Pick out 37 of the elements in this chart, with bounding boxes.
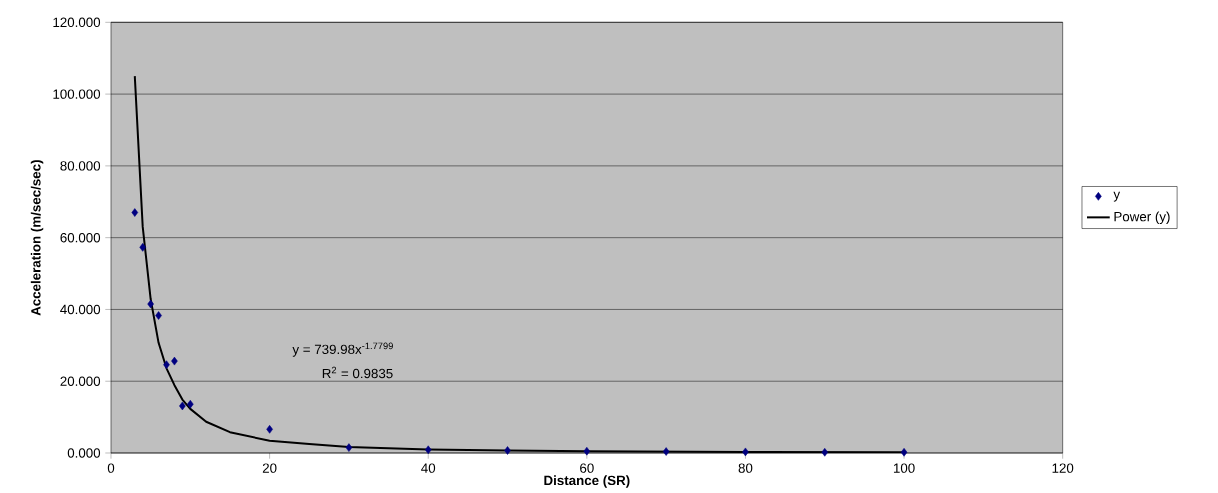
point <box>147 299 154 309</box>
x-tick-label: 0 <box>107 463 115 473</box>
point <box>163 360 170 369</box>
legend-label: y <box>1113 191 1121 202</box>
point <box>821 448 829 457</box>
point <box>662 447 670 456</box>
x-tick-label: 20 <box>262 463 277 473</box>
x-tick-label: 40 <box>421 463 436 473</box>
y-tick-label: 120.000 <box>53 17 101 28</box>
y-tick-label: 100.000 <box>53 89 101 99</box>
point <box>742 447 749 457</box>
x-tick-label: 60 <box>580 463 594 473</box>
point <box>504 446 511 455</box>
annotation: R$^{2}$ = 0.9835 <box>322 366 393 379</box>
point <box>131 208 139 217</box>
x-axis-title: Distance (SR) <box>544 475 630 488</box>
point <box>187 399 194 409</box>
annotation: y = 739.98x$^{-1.7799}$ <box>292 342 393 357</box>
y-tick-label: 40.000 <box>60 304 101 315</box>
x-tick-label: 100 <box>893 463 915 473</box>
point <box>179 401 186 411</box>
point <box>171 356 178 366</box>
point <box>583 446 591 456</box>
y-axis-title: Acceleration (m/sec/sec) <box>30 160 44 316</box>
point <box>424 445 432 455</box>
y-tick-label: 80.000 <box>60 161 101 171</box>
point <box>155 311 162 320</box>
y-tick-label: 0.000 <box>67 448 101 458</box>
y-tick-label: 20.000 <box>60 376 101 386</box>
point <box>345 443 353 452</box>
y-tick-label: 60.000 <box>60 232 101 243</box>
x-tick-label: 120 <box>1052 463 1074 473</box>
legend-label: Power (y) <box>1114 211 1170 224</box>
point <box>139 243 146 252</box>
point <box>266 425 273 434</box>
x-tick-label: 80 <box>738 463 753 473</box>
point <box>900 448 908 457</box>
